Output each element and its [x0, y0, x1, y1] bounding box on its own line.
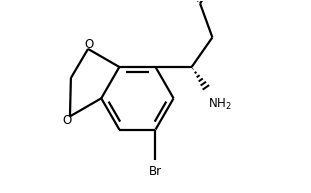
Text: O: O — [84, 38, 93, 51]
Text: Br: Br — [149, 165, 162, 178]
Text: O: O — [63, 114, 72, 127]
Text: NH$_2$: NH$_2$ — [208, 97, 232, 112]
